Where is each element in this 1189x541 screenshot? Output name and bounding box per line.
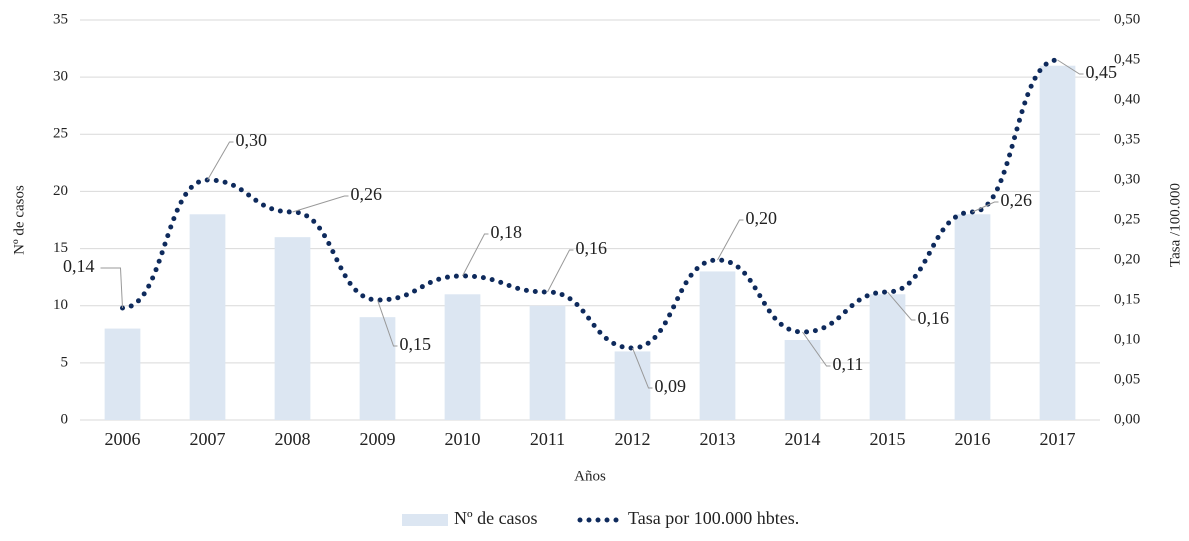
x-tick-label: 2011 xyxy=(530,429,565,449)
data-label: 0,26 xyxy=(351,184,383,204)
y-tick-label: 25 xyxy=(53,126,68,142)
x-tick-label: 2014 xyxy=(785,429,821,449)
bar xyxy=(274,237,311,420)
y2-tick-label: 0,40 xyxy=(1114,91,1140,107)
bar xyxy=(359,317,396,420)
bar xyxy=(529,305,566,420)
y-tick-label: 35 xyxy=(53,11,68,27)
data-label: 0,15 xyxy=(400,334,432,354)
data-label: 0,16 xyxy=(918,308,950,328)
line-series xyxy=(120,57,1060,351)
leader-line xyxy=(632,347,653,389)
bar xyxy=(869,294,906,420)
y2-axis-title: Tasa /100.000 xyxy=(1167,183,1183,267)
y2-tick-label: 0,35 xyxy=(1114,131,1140,147)
data-label: 0,30 xyxy=(236,130,268,150)
leader-line xyxy=(377,299,398,347)
leader-line xyxy=(802,331,831,367)
y-tick-label: 30 xyxy=(53,69,68,85)
y2-tick-label: 0,00 xyxy=(1114,411,1140,427)
y2-tick-label: 0,50 xyxy=(1114,11,1140,27)
data-label: 0,20 xyxy=(746,208,778,228)
x-tick-label: 2016 xyxy=(955,429,991,449)
y2-tick-label: 0,45 xyxy=(1114,51,1140,67)
y-axis-title: Nº de casos xyxy=(11,185,27,255)
leader-line xyxy=(547,249,574,293)
y-tick-label: 15 xyxy=(53,240,68,256)
leader-line xyxy=(972,201,999,213)
y-tick-label: 20 xyxy=(53,183,68,199)
bar xyxy=(614,351,651,420)
y2-tick-label: 0,15 xyxy=(1114,291,1140,307)
leader-line xyxy=(292,195,349,213)
data-label: 0,45 xyxy=(1086,62,1118,82)
data-label: 0,16 xyxy=(576,238,608,258)
bar xyxy=(104,328,141,420)
x-tick-label: 2006 xyxy=(105,429,141,449)
y2-tick-label: 0,05 xyxy=(1114,371,1140,387)
x-tick-label: 2007 xyxy=(190,429,226,449)
y-tick-label: 5 xyxy=(61,354,69,370)
x-tick-label: 2013 xyxy=(700,429,736,449)
y-tick-label: 0 xyxy=(61,411,69,427)
x-tick-label: 2010 xyxy=(445,429,481,449)
legend-label: Nº de casos xyxy=(454,508,538,528)
x-axis-title: Años xyxy=(574,468,606,484)
x-tick-label: 2017 xyxy=(1040,429,1076,449)
leader-line xyxy=(887,291,916,321)
y-tick-label: 10 xyxy=(53,297,68,313)
data-label: 0,09 xyxy=(655,376,687,396)
data-label: 0,11 xyxy=(833,354,864,374)
bar xyxy=(189,214,226,420)
y2-tick-label: 0,20 xyxy=(1114,251,1140,267)
y2-tick-label: 0,10 xyxy=(1114,331,1140,347)
leader-line xyxy=(1057,59,1084,75)
legend-label: Tasa por 100.000 hbtes. xyxy=(628,508,799,528)
y2-tick-label: 0,30 xyxy=(1114,171,1140,187)
x-tick-label: 2012 xyxy=(615,429,651,449)
legend-swatch xyxy=(402,514,448,526)
bar xyxy=(784,340,821,420)
bar xyxy=(1039,65,1076,420)
data-label: 0,18 xyxy=(491,222,523,242)
leader-line xyxy=(717,219,744,261)
x-tick-label: 2009 xyxy=(360,429,396,449)
x-tick-label: 2015 xyxy=(870,429,906,449)
x-tick-label: 2008 xyxy=(275,429,311,449)
y2-tick-label: 0,25 xyxy=(1114,211,1140,227)
leader-line xyxy=(207,141,234,181)
leader-line xyxy=(462,233,489,277)
bar xyxy=(954,214,991,420)
data-label: 0,26 xyxy=(1001,190,1033,210)
data-label: 0,14 xyxy=(63,256,95,276)
bar xyxy=(699,271,736,420)
leader-line xyxy=(100,267,123,309)
bar xyxy=(444,294,481,420)
